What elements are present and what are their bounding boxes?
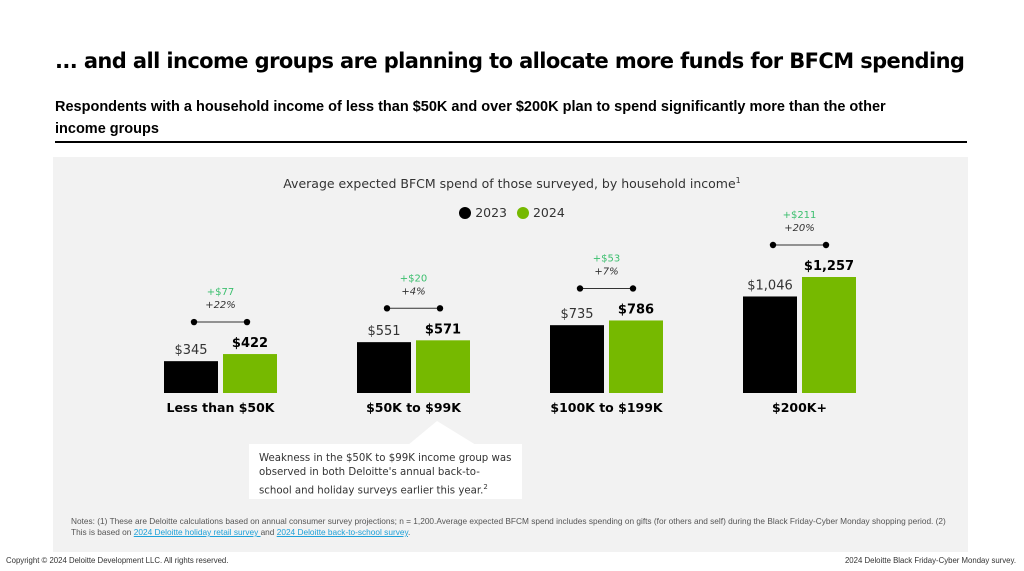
bar-value-label-2024-2: $786 (618, 302, 654, 317)
page-subtitle: Respondents with a household income of l… (55, 99, 886, 137)
chart-title: Average expected BFCM spend of those sur… (0, 176, 1024, 191)
chart-title-footnote: 1 (735, 176, 741, 185)
delta-connector-dot-end-3 (822, 241, 830, 249)
delta-amount-label-3: +$211 (783, 210, 817, 221)
bar-value-label-2024-3: $1,257 (804, 259, 854, 274)
legend-label-2024: 2024 (532, 205, 565, 220)
bar-value-label-2023-1: $551 (367, 324, 400, 339)
legend-item-2023: 2023 (459, 205, 507, 220)
delta-percent-label-2: +7% (594, 266, 618, 277)
bar-value-label-2023-0: $345 (174, 343, 207, 358)
bar-2024-2 (609, 320, 663, 393)
legend-dot-2023-icon (459, 206, 472, 219)
legend-label-2023: 2023 (475, 205, 507, 220)
delta-connector-dot-start-1 (383, 305, 391, 312)
page-title: ... and all income groups are planning t… (55, 49, 965, 73)
delta-amount-label-1: +$20 (400, 273, 427, 284)
bar-2023-1 (357, 342, 411, 393)
copyright-footer: Copyright © 2024 Deloitte Development LL… (6, 556, 229, 565)
bar-2024-1 (416, 340, 470, 393)
delta-connector-dot-end-1 (436, 305, 444, 312)
source-footer: 2024 Deloitte Black Friday-Cyber Monday … (844, 556, 1016, 565)
legend-dot-2024-icon (516, 206, 529, 219)
holiday-survey-link[interactable]: 2024 Deloitte holiday retail survey (133, 527, 261, 537)
notes-middle: and (260, 527, 277, 537)
title-divider (55, 141, 967, 143)
chart-title-text: Average expected BFCM spend of those sur… (283, 176, 736, 192)
callout-pointer (408, 421, 476, 445)
bar-2024-3 (802, 277, 856, 393)
bar-2024-0 (223, 354, 277, 393)
back-to-school-survey-link[interactable]: 2024 Deloitte back-to-school survey (276, 527, 408, 537)
category-label-0: Less than $50K (166, 400, 275, 415)
category-label-3: $200K+ (772, 400, 827, 415)
bar-2023-2 (550, 325, 604, 393)
delta-percent-label-3: +20% (784, 223, 815, 234)
notes: Notes: (1) These are Deloitte calculatio… (71, 516, 961, 538)
delta-amount-label-2: +$53 (593, 253, 620, 264)
bar-2023-3 (743, 296, 797, 393)
callout-box: Weakness in the $50K to $99K income grou… (249, 444, 522, 499)
delta-amount-label-0: +$77 (207, 287, 234, 298)
category-label-2: $100K to $199K (550, 400, 664, 415)
delta-connector-dot-end-0 (243, 318, 251, 326)
bar-value-label-2023-3: $1,046 (747, 278, 793, 293)
delta-percent-label-0: +22% (205, 300, 236, 311)
notes-suffix: . (408, 527, 411, 537)
bar-value-label-2024-1: $571 (425, 322, 461, 337)
callout-footnote: 2 (483, 483, 488, 491)
category-label-1: $50K to $99K (366, 400, 462, 415)
delta-connector-dot-end-2 (629, 285, 637, 292)
delta-connector-dot-start-2 (576, 285, 584, 292)
bar-value-label-2024-0: $422 (232, 336, 268, 351)
delta-percent-label-1: +4% (401, 286, 425, 297)
callout-text: Weakness in the $50K to $99K income grou… (259, 453, 512, 497)
chart-legend: 2023 2024 (0, 205, 1024, 222)
notes-text: Notes: (1) These are Deloitte calculatio… (71, 516, 946, 537)
bar-2023-0 (164, 361, 218, 393)
bar-value-label-2023-2: $735 (560, 307, 593, 322)
legend-item-2024: 2024 (516, 205, 565, 220)
delta-connector-dot-start-3 (769, 241, 777, 249)
delta-connector-dot-start-0 (190, 318, 198, 326)
